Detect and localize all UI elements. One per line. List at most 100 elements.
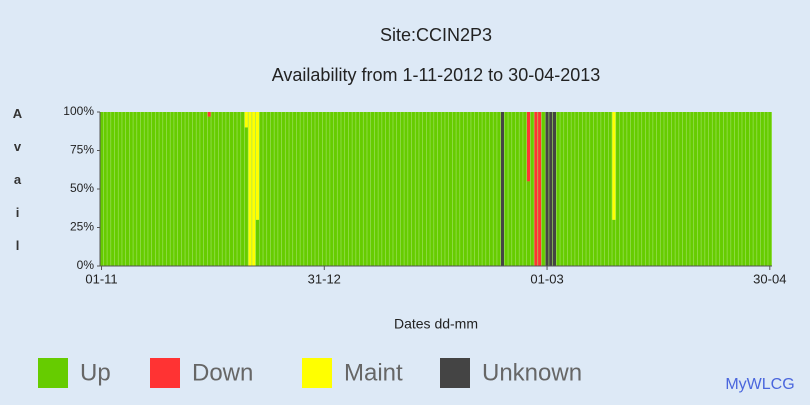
bar-segment — [686, 112, 690, 266]
bar-segment — [564, 112, 568, 266]
bar-segment — [497, 112, 501, 266]
bar-segment — [734, 112, 738, 266]
bar-segment — [486, 112, 490, 266]
x-axis-label: Dates dd-mm — [394, 316, 478, 332]
bar-segment — [300, 112, 304, 266]
bar-segment — [742, 112, 746, 266]
x-tick-label: 01-03 — [530, 271, 563, 286]
bar-segment — [705, 112, 709, 266]
bar-segment — [474, 112, 479, 266]
bar-segment — [523, 112, 527, 266]
bar-segment — [660, 112, 664, 266]
bar-segment — [177, 112, 182, 266]
bar-segment — [645, 112, 649, 266]
bar-segment — [746, 112, 750, 266]
bar-segment — [649, 112, 653, 266]
bar-segment — [151, 112, 156, 266]
bar-segment — [259, 112, 263, 266]
bar-segment — [445, 112, 449, 266]
bar-segment — [163, 112, 167, 266]
bar-segment — [263, 112, 267, 266]
bar-segment — [385, 112, 389, 266]
x-tick-label: 31-12 — [308, 271, 341, 286]
bar-segment — [330, 112, 334, 266]
bar-segment — [493, 112, 497, 266]
bar-segment — [285, 112, 289, 266]
bar-segment — [170, 112, 174, 266]
bar-segment — [393, 112, 397, 266]
bar-segment — [500, 112, 505, 266]
bar-segment — [612, 112, 616, 220]
bar-segment — [419, 112, 423, 266]
bar-segment — [185, 112, 189, 266]
bar-segment — [296, 112, 300, 266]
bar-segment — [448, 112, 453, 266]
bar-segment — [590, 112, 594, 266]
bar-segment — [207, 116, 211, 267]
bar-segment — [515, 112, 519, 266]
bar-segment — [697, 112, 701, 266]
bar-segment — [608, 112, 612, 266]
bar-segment — [642, 112, 646, 266]
bar-segment — [125, 112, 130, 266]
bar-segment — [311, 112, 315, 266]
bar-segment — [694, 112, 698, 266]
bar-segment — [723, 112, 727, 266]
bar-segment — [174, 112, 178, 266]
bar-segment — [371, 112, 375, 266]
bar-segment — [571, 112, 575, 266]
bar-segment — [430, 112, 434, 266]
bar-segment — [478, 112, 482, 266]
bar-segment — [504, 112, 508, 266]
y-tick-label: 0% — [77, 258, 95, 272]
bar-segment — [255, 219, 259, 266]
y-tick-label: 25% — [70, 220, 94, 234]
bar-segment — [671, 112, 675, 266]
bar-segment — [489, 112, 493, 266]
bar-segment — [137, 112, 141, 266]
bar-segment — [326, 112, 330, 266]
bar-segment — [155, 112, 159, 266]
bar-segment — [467, 112, 471, 266]
bar-segment — [549, 112, 553, 266]
bar-segment — [578, 112, 582, 266]
bar-segment — [526, 181, 531, 266]
bar-segment — [252, 112, 256, 266]
bar-segment — [664, 112, 668, 266]
legend-label: Maint — [344, 359, 403, 386]
bar-segment — [200, 112, 204, 266]
bar-segment — [341, 112, 345, 266]
bar-segment — [604, 112, 608, 266]
bar-segment — [367, 112, 371, 266]
bar-segment — [233, 112, 237, 266]
bar-segment — [211, 112, 215, 266]
bar-segment — [538, 112, 542, 266]
legend-swatch — [150, 358, 180, 388]
bar-segment — [526, 112, 531, 182]
bar-segment — [757, 112, 761, 266]
bar-segment — [118, 112, 122, 266]
bar-segment — [203, 112, 208, 266]
chart-title: Site:CCIN2P3 — [380, 25, 492, 45]
bar-segment — [567, 112, 571, 266]
bar-segment — [315, 112, 319, 266]
bar-segment — [653, 112, 657, 266]
bar-segment — [760, 112, 764, 266]
bar-segment — [708, 112, 712, 266]
legend-label: Up — [80, 359, 111, 386]
bar-segment — [727, 112, 731, 266]
bar-segment — [133, 112, 137, 266]
bar-segment — [196, 112, 200, 266]
bar-segment — [471, 112, 475, 266]
bar-segment — [512, 112, 516, 266]
bar-segment — [337, 112, 341, 266]
bar-segment — [768, 112, 772, 266]
bar-segment — [274, 112, 278, 266]
bar-segment — [519, 112, 523, 266]
bar-segment — [244, 127, 248, 267]
bar-segment — [623, 112, 627, 266]
bar-segment — [226, 112, 230, 266]
bar-segment — [601, 112, 605, 266]
bar-segment — [701, 112, 705, 266]
bar-segment — [690, 112, 694, 266]
